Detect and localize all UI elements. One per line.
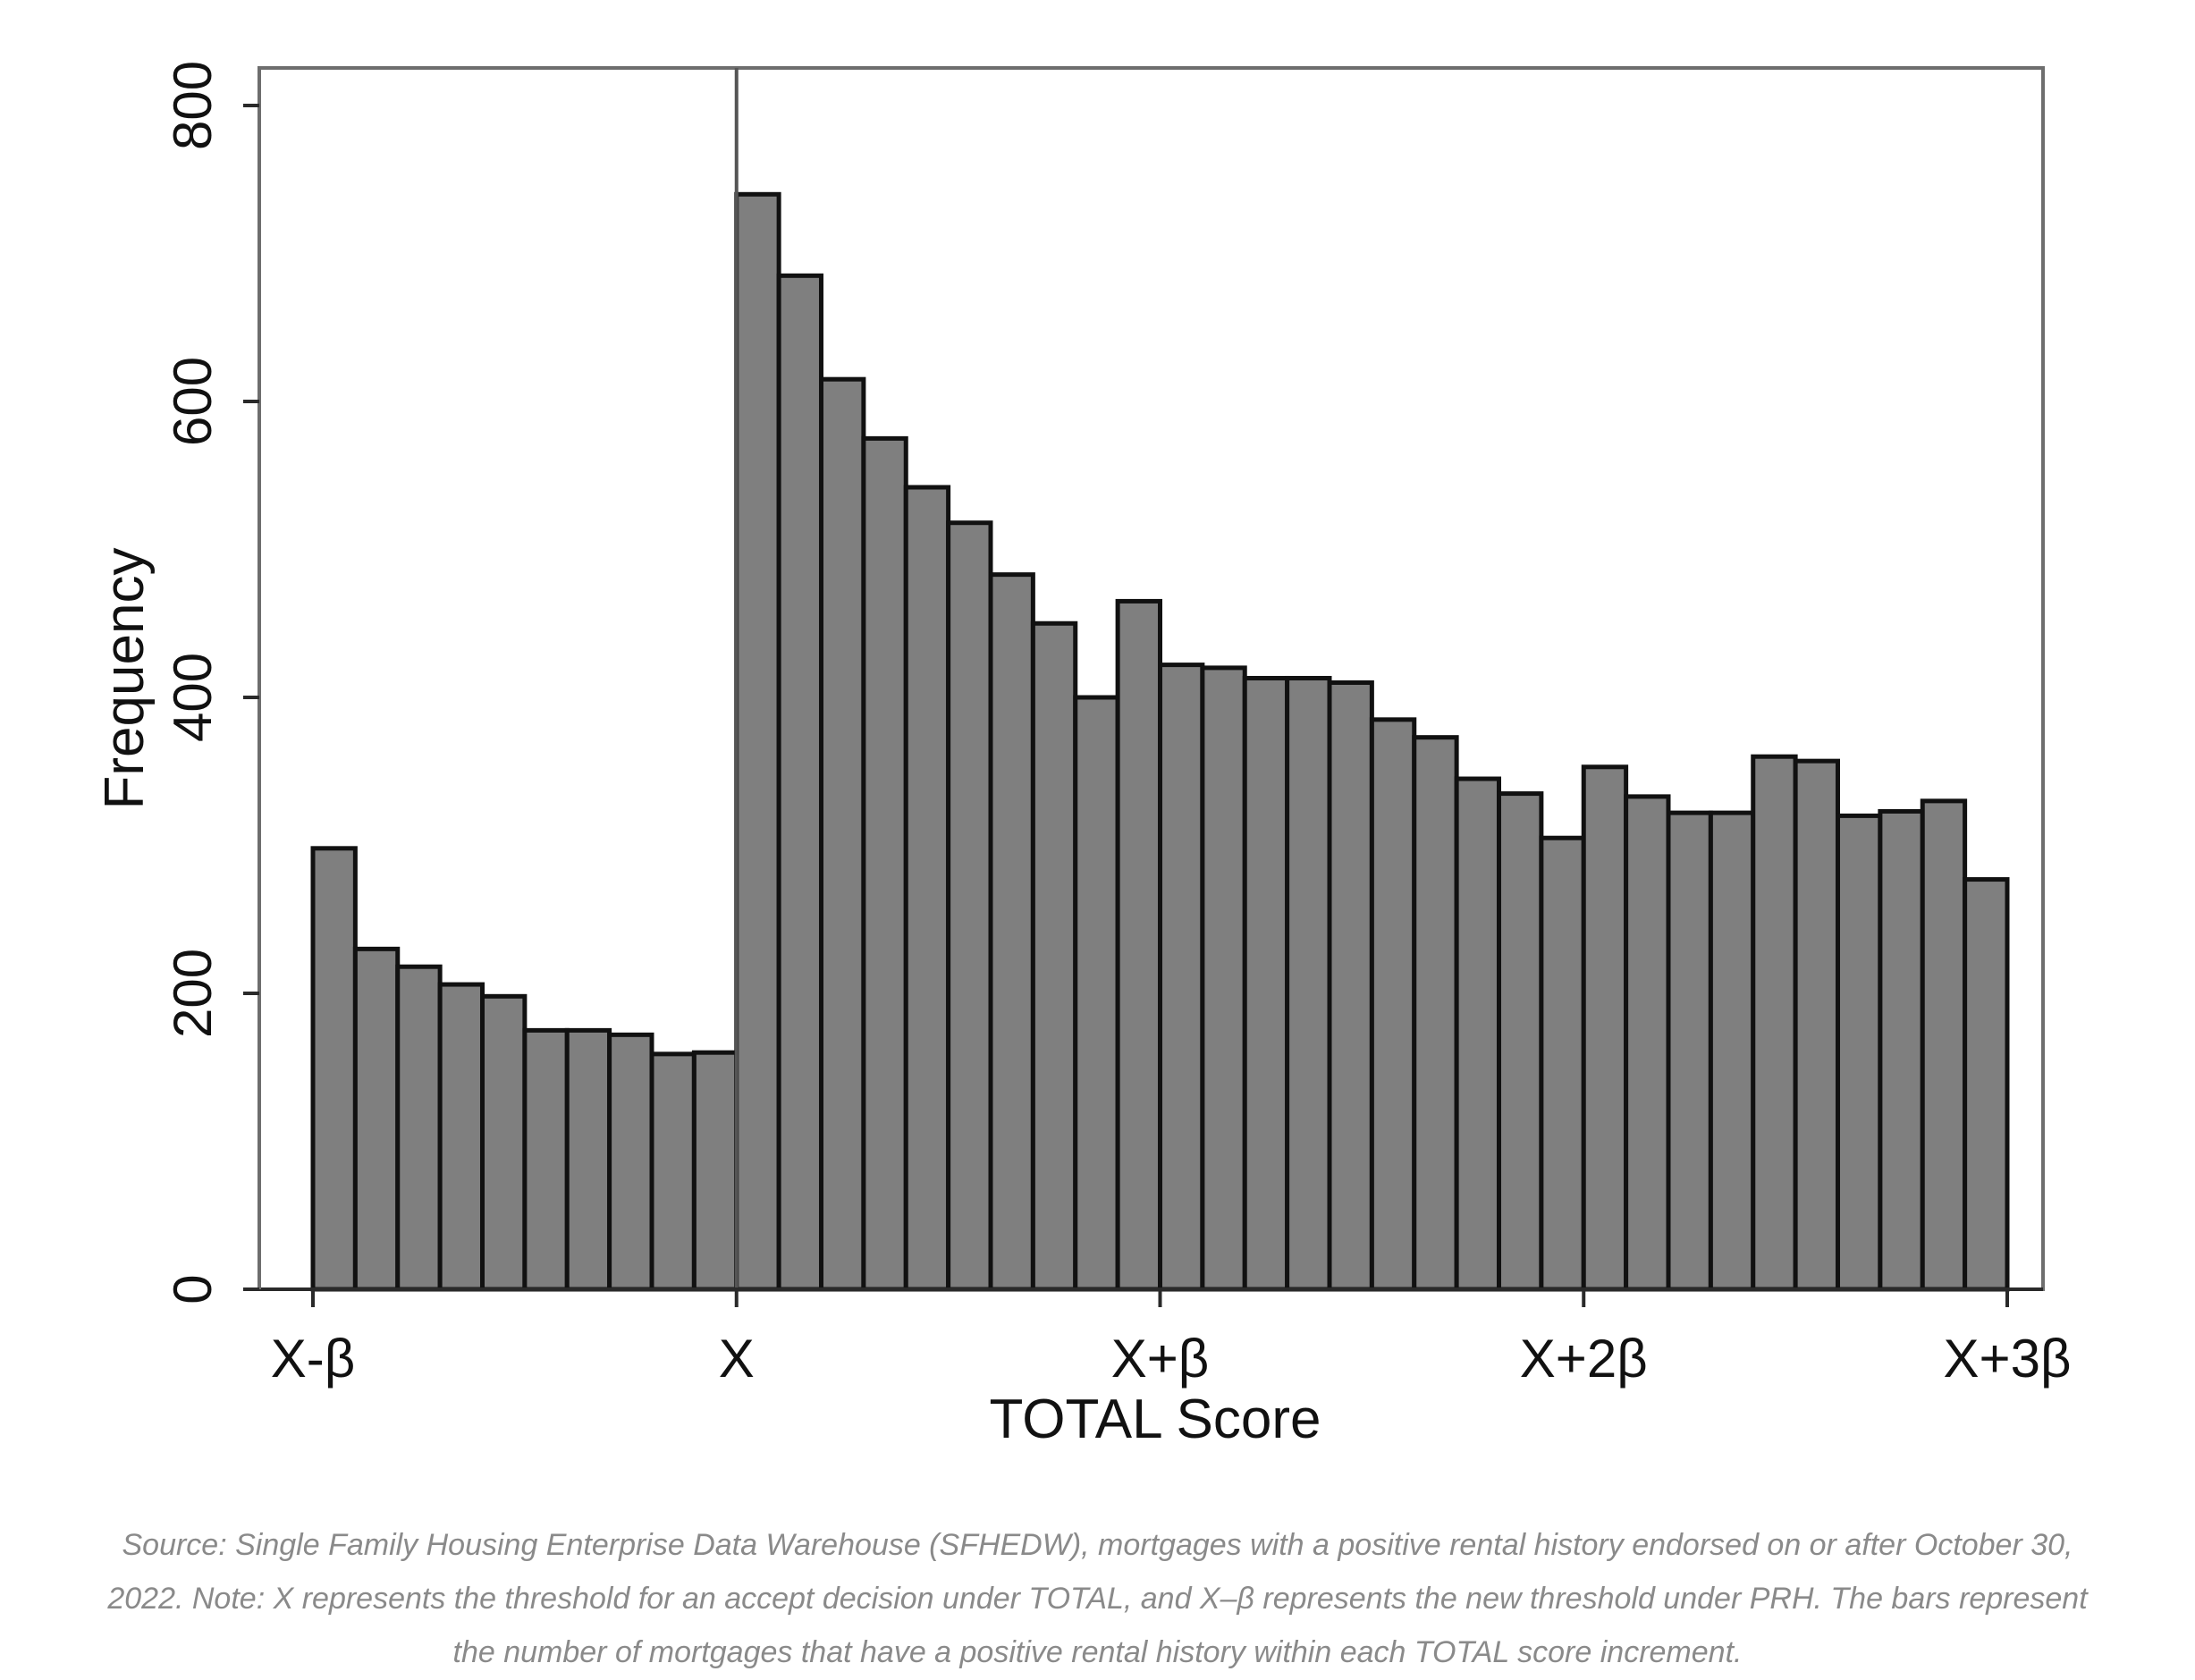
histogram-bar	[1030, 621, 1078, 1292]
x-tick-label: X+β	[1111, 1329, 1210, 1389]
y-tick-label: 800	[163, 61, 223, 150]
histogram-bar	[1751, 754, 1798, 1292]
y-tick-label: 0	[163, 1274, 223, 1304]
histogram-bar	[1793, 758, 1840, 1292]
histogram-bar	[1412, 735, 1459, 1292]
histogram-bar	[1963, 877, 2010, 1292]
histogram-bar	[1539, 835, 1586, 1292]
x-tick-label: X	[719, 1329, 755, 1389]
histogram-bar	[1285, 675, 1332, 1292]
x-tick-label: X-β	[271, 1329, 356, 1389]
histogram-bar	[522, 1027, 570, 1292]
bars-group	[310, 191, 2010, 1292]
histogram-bar	[1327, 680, 1374, 1292]
histogram-bar	[1369, 717, 1417, 1292]
histogram-bar	[1878, 808, 1925, 1292]
histogram-bar	[1666, 810, 1713, 1292]
y-axis-ticks: 0 200 400 600 800	[163, 61, 259, 1304]
x-tick-label: X+2β	[1520, 1329, 1648, 1389]
histogram-bar	[734, 191, 781, 1292]
histogram-bar	[691, 1050, 739, 1292]
y-tick-label: 400	[163, 653, 223, 742]
histogram-bar	[437, 982, 485, 1292]
histogram-bar	[480, 993, 528, 1292]
histogram-bar	[1454, 776, 1501, 1292]
histogram-bar	[1115, 598, 1162, 1292]
histogram-bar	[988, 572, 1035, 1292]
histogram-bar	[1581, 764, 1629, 1292]
histogram-bar	[1920, 798, 1968, 1292]
histogram-bar	[861, 435, 908, 1292]
histogram-bar	[903, 485, 951, 1292]
x-axis-label: TOTAL Score	[990, 1389, 1321, 1450]
histogram-bar	[1158, 663, 1205, 1292]
histogram-bar	[352, 946, 401, 1292]
histogram-bar	[1708, 810, 1756, 1292]
histogram-bar	[1073, 695, 1120, 1292]
x-axis-ticks: X-β X X+β X+2β X+3β	[271, 1289, 2072, 1389]
figure-caption: Source: Single Family Housing Enterprise…	[107, 1528, 2088, 1669]
histogram-bar	[1497, 791, 1544, 1292]
histogram-bar	[649, 1051, 696, 1292]
histogram-bar	[395, 964, 443, 1292]
histogram-bar	[564, 1027, 612, 1292]
y-tick-label: 600	[163, 357, 223, 446]
histogram-bar	[819, 376, 866, 1292]
histogram-bar	[1200, 665, 1247, 1292]
histogram-bar	[607, 1032, 654, 1292]
histogram-bar	[1836, 813, 1883, 1292]
histogram-bar	[1242, 675, 1290, 1292]
x-tick-label: X+3β	[1944, 1329, 2072, 1389]
histogram-bar	[776, 273, 823, 1292]
histogram-bar	[946, 520, 993, 1292]
y-axis-label: Frequency	[94, 548, 156, 810]
y-tick-label: 200	[163, 949, 223, 1038]
histogram-bar	[310, 846, 358, 1292]
histogram-bar	[1624, 794, 1671, 1292]
